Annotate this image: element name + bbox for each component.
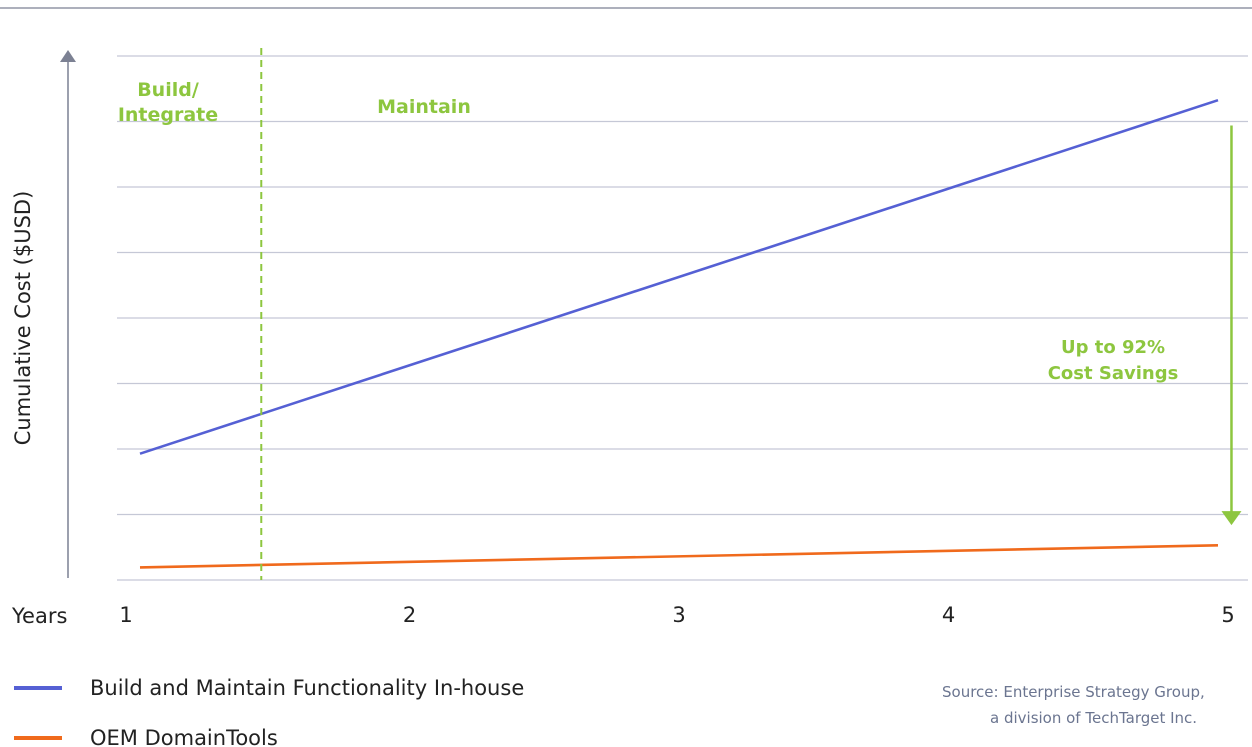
phase-build-label: Integrate [118, 104, 218, 126]
y-axis-title: Cumulative Cost ($USD) [11, 191, 35, 446]
savings-arrow-head [1221, 511, 1242, 526]
source-line: a division of TechTarget Inc. [990, 709, 1197, 727]
x-axis-title: Years [11, 604, 67, 628]
x-tick-label: 3 [672, 603, 685, 627]
phase-build-label: Build/ [137, 79, 199, 101]
savings-label: Up to 92% [1061, 337, 1165, 358]
x-tick-label: 1 [119, 603, 132, 627]
x-tick-label: 2 [403, 603, 416, 627]
legend-label-2: OEM DomainTools [90, 726, 278, 747]
x-tick-label: 4 [942, 603, 955, 627]
gridlines [117, 55, 1248, 581]
legend: Build and Maintain Functionality In-hous… [14, 676, 524, 747]
legend-label-1: Build and Maintain Functionality In-hous… [90, 676, 524, 700]
phase-maintain-label: Maintain [377, 96, 471, 118]
source-note: Source: Enterprise Strategy Group, a divi… [942, 683, 1205, 727]
series-lines [139, 98, 1219, 569]
annotations: Build/Integrate Maintain Up to 92% Cost Sav… [118, 48, 1242, 580]
savings-label: Cost Savings [1048, 363, 1179, 384]
source-line: Source: Enterprise Strategy Group, [942, 683, 1205, 701]
series-line-1 [139, 98, 1219, 455]
y-axis [60, 50, 76, 578]
x-tick-label: 5 [1221, 603, 1234, 627]
y-axis-arrow [60, 50, 76, 62]
series-line-2 [139, 544, 1219, 569]
x-tick-labels: 1 2 3 4 5 [119, 603, 1234, 627]
